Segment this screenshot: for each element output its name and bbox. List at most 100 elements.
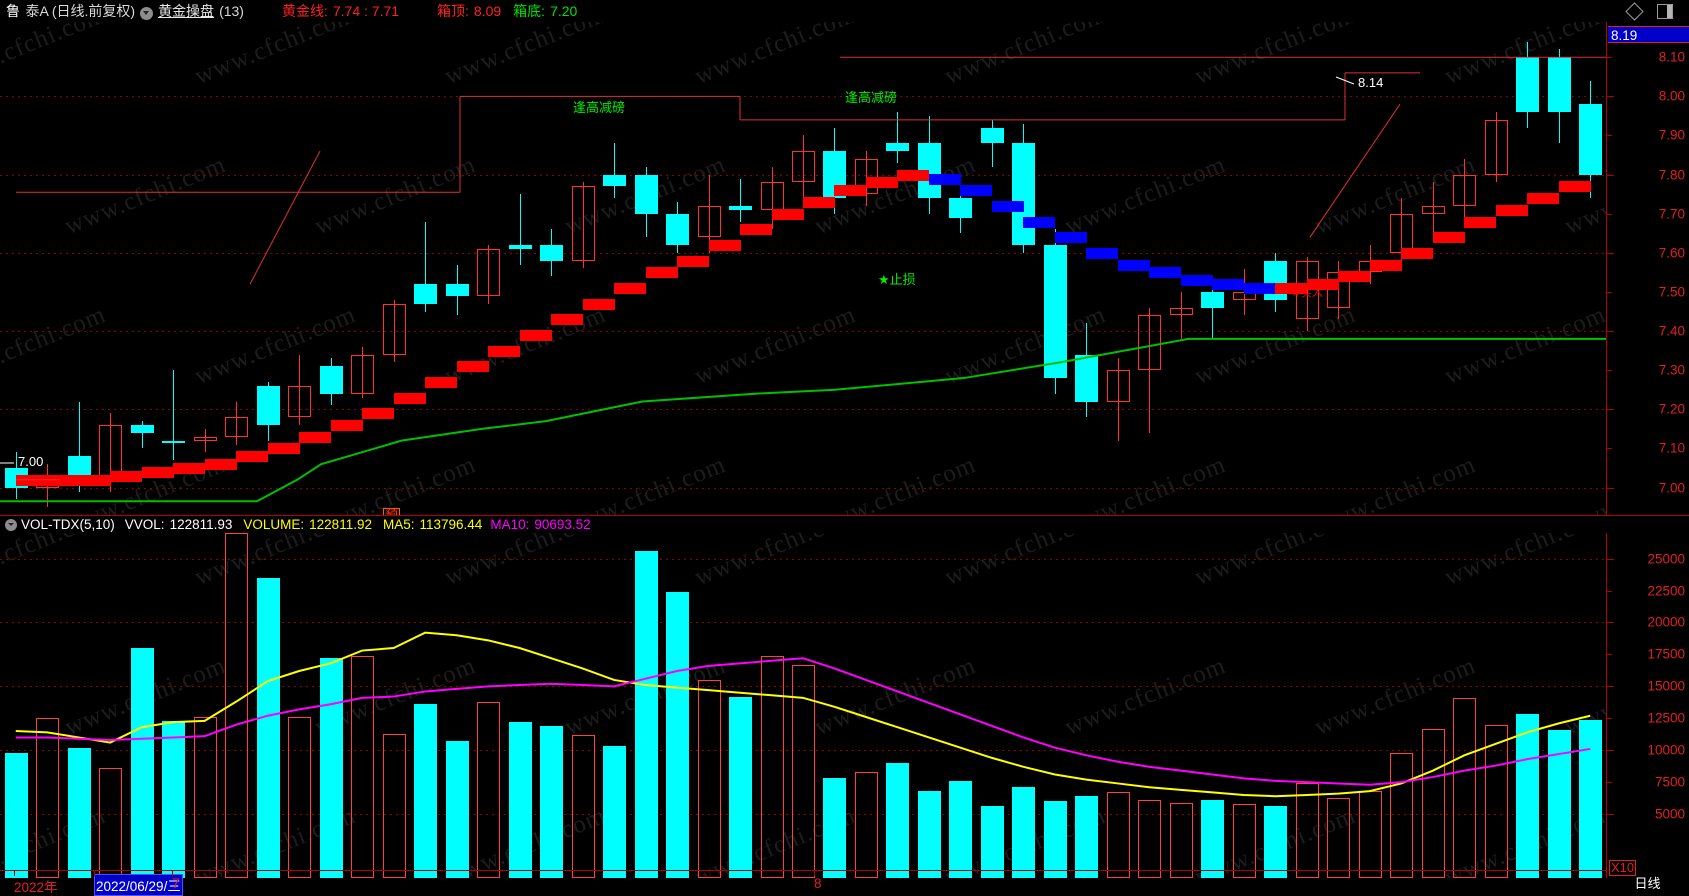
volume-bar[interactable]: [918, 791, 941, 878]
candle-body[interactable]: [225, 417, 248, 437]
candle-body[interactable]: [949, 198, 972, 218]
volume-bar[interactable]: [225, 533, 248, 878]
volume-bar[interactable]: [131, 648, 154, 878]
volume-bar[interactable]: [886, 763, 909, 878]
candle-body[interactable]: [1485, 119, 1508, 175]
volume-bar[interactable]: [1012, 787, 1035, 878]
candle-body[interactable]: [886, 143, 909, 152]
indicator-name[interactable]: 黄金操盘: [158, 3, 215, 19]
volume-bar[interactable]: [1107, 792, 1130, 878]
volume-bar[interactable]: [446, 741, 469, 878]
candle-body[interactable]: [981, 127, 1004, 144]
volume-bar[interactable]: [36, 718, 59, 878]
volume-bar[interactable]: [698, 679, 721, 878]
volume-bar[interactable]: [823, 778, 846, 878]
volume-bar[interactable]: [603, 746, 626, 878]
candle-body[interactable]: [288, 385, 311, 418]
candle-body[interactable]: [1170, 307, 1193, 316]
chevron-down-circle-icon[interactable]: [140, 6, 154, 20]
volume-bar[interactable]: [1296, 783, 1319, 878]
volume-bar[interactable]: [99, 768, 122, 878]
candle-body[interactable]: [572, 186, 595, 261]
candle-body[interactable]: [1012, 143, 1035, 245]
volume-bar[interactable]: [5, 752, 28, 878]
candle-body[interactable]: [1075, 354, 1098, 402]
candle-body[interactable]: [698, 205, 721, 238]
candle-body[interactable]: [729, 205, 752, 210]
volume-bar[interactable]: [855, 771, 878, 878]
candle-body[interactable]: [131, 425, 154, 433]
volume-bar[interactable]: [288, 717, 311, 878]
volume-bar[interactable]: [949, 780, 972, 878]
volume-bar[interactable]: [572, 734, 595, 878]
volume-bar[interactable]: [981, 806, 1004, 878]
volume-bar[interactable]: [162, 720, 185, 878]
volume-bar[interactable]: [540, 725, 563, 878]
volume-bar[interactable]: [761, 655, 784, 878]
volume-bar[interactable]: [68, 747, 91, 878]
split-panel-icon[interactable]: [1657, 3, 1673, 19]
volume-bar[interactable]: [792, 664, 815, 878]
volume-bar[interactable]: [194, 717, 217, 878]
chevron-down-circle-icon[interactable]: [5, 518, 17, 531]
volume-bar[interactable]: [1359, 791, 1382, 878]
candle-body[interactable]: [414, 284, 437, 304]
candle-body[interactable]: [383, 303, 406, 355]
volume-bar[interactable]: [1264, 806, 1287, 878]
candle-body[interactable]: [792, 151, 815, 183]
volume-bar[interactable]: [509, 722, 532, 878]
volume-plot-area[interactable]: www.cfchi.com www.cfchi.com www.cfchi.com w…: [0, 533, 1606, 878]
volume-bar[interactable]: [729, 696, 752, 878]
candle-body[interactable]: [1044, 245, 1067, 379]
volume-bar[interactable]: [1485, 724, 1508, 878]
volume-bar[interactable]: [1075, 796, 1098, 878]
candle-body[interactable]: [1422, 205, 1445, 214]
volume-bar[interactable]: [666, 591, 689, 878]
volume-bar[interactable]: [383, 733, 406, 878]
candle-body[interactable]: [540, 245, 563, 261]
candle-body[interactable]: [1138, 315, 1161, 371]
volume-bar[interactable]: [1453, 697, 1476, 878]
candle-body[interactable]: [1579, 104, 1602, 175]
candle-body[interactable]: [351, 354, 374, 394]
volume-bar[interactable]: [351, 655, 374, 878]
volume-bar[interactable]: [414, 704, 437, 878]
diamond-icon[interactable]: [1625, 1, 1644, 21]
candle-body[interactable]: [509, 245, 532, 249]
candle-body[interactable]: [1107, 370, 1130, 402]
candle-body[interactable]: [320, 366, 343, 394]
candle-body[interactable]: [603, 174, 626, 187]
volume-bar[interactable]: [320, 658, 343, 878]
volume-bar[interactable]: [257, 577, 280, 878]
candle-body[interactable]: [1548, 57, 1571, 112]
volume-bar[interactable]: [1390, 752, 1413, 878]
price-axis[interactable]: 8.19 8.10 8.00 7.90 7.80 7.70 7.60 7.50 7.40 7.3…: [1606, 22, 1689, 515]
volume-bar[interactable]: [1516, 714, 1539, 878]
candle-body[interactable]: [1516, 57, 1539, 112]
candle-body[interactable]: [635, 174, 658, 214]
volume-bar[interactable]: [477, 701, 500, 878]
date-axis[interactable]: 2022年 2022/06/29/三 7 8: [0, 870, 1606, 896]
volume-bar[interactable]: [1422, 728, 1445, 878]
candle-body[interactable]: [1453, 174, 1476, 206]
candle-body[interactable]: [446, 284, 469, 296]
candle-body[interactable]: [855, 158, 878, 195]
volume-bar[interactable]: [635, 550, 658, 878]
price-plot-area[interactable]: www.cfchi.com www.cfchi.com www.cfchi.com w…: [0, 22, 1606, 515]
volume-bar[interactable]: [1579, 719, 1602, 878]
candle-body[interactable]: [666, 213, 689, 246]
volume-bar[interactable]: [1233, 803, 1256, 878]
volume-axis[interactable]: X10 25000 22500 20000 17500 15000 12500 10000 7…: [1606, 533, 1689, 878]
volume-bar[interactable]: [1327, 797, 1350, 878]
candle-body[interactable]: [162, 440, 185, 443]
candle-body[interactable]: [257, 385, 280, 425]
volume-bar[interactable]: [1548, 729, 1571, 878]
candle-body[interactable]: [761, 182, 784, 210]
volume-bar[interactable]: [1138, 800, 1161, 878]
vol-indicator-name[interactable]: VOL-TDX(5,10): [21, 517, 115, 532]
candle-body[interactable]: [1201, 291, 1224, 308]
candle-body[interactable]: [477, 248, 500, 296]
candle-body[interactable]: [194, 436, 217, 441]
volume-bar[interactable]: [1170, 802, 1193, 878]
volume-bar[interactable]: [1044, 801, 1067, 878]
